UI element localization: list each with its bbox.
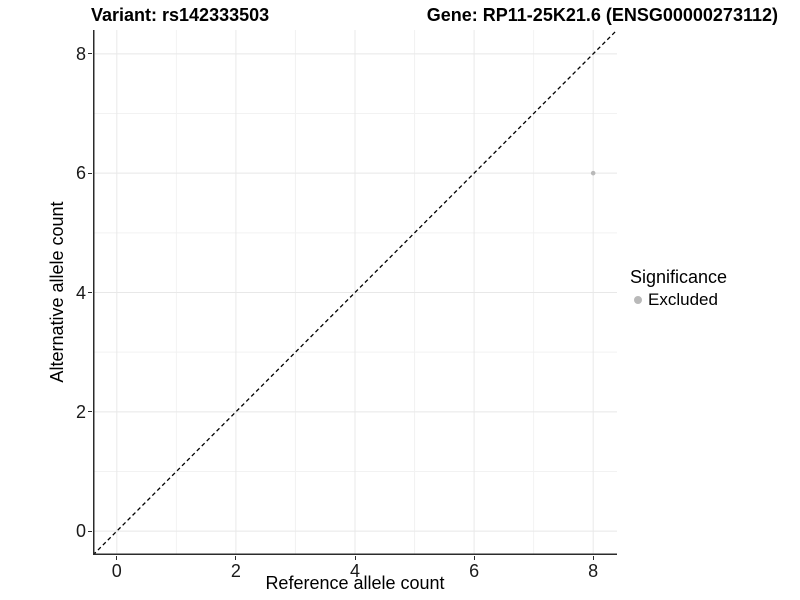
y-tick-mark <box>88 411 92 413</box>
x-tick-mark <box>235 556 237 560</box>
data-point <box>590 170 596 176</box>
x-tick-mark <box>473 556 475 560</box>
legend-point-swatch <box>634 296 642 304</box>
y-tick-mark <box>88 53 92 55</box>
y-tick-mark <box>88 292 92 293</box>
legend-title: Significance <box>630 267 728 287</box>
plot-panel <box>93 30 617 555</box>
x-tick-label: 6 <box>469 561 480 581</box>
y-tick-label: 2 <box>75 401 86 422</box>
plot-canvas <box>93 30 617 555</box>
variant-title: Variant: rs142333503 <box>91 5 270 25</box>
legend-item-label: Excluded <box>648 290 718 309</box>
x-tick-mark <box>116 556 118 560</box>
legend: Significance Excluded <box>630 266 727 310</box>
y-axis-title: Alternative allele count <box>47 201 67 383</box>
x-tick-label: 0 <box>111 561 122 581</box>
y-tick-mark <box>88 530 92 532</box>
x-tick-mark <box>592 556 594 560</box>
y-tick-mark <box>88 172 92 174</box>
x-axis-title: Reference allele count <box>265 573 445 593</box>
identity-line <box>93 30 617 555</box>
x-tick-label: 8 <box>588 561 599 581</box>
y-tick-label: 8 <box>75 43 86 64</box>
y-tick-label: 6 <box>75 163 86 184</box>
x-tick-label: 4 <box>349 561 360 581</box>
x-tick-label: 2 <box>230 561 241 581</box>
y-tick-label: 4 <box>75 282 86 303</box>
gene-title: Gene: RP11-25K21.6 (ENSG00000273112) <box>426 5 778 25</box>
y-tick-label: 0 <box>75 521 86 542</box>
legend-item-excluded: Excluded <box>630 290 727 310</box>
x-tick-mark <box>354 556 356 560</box>
